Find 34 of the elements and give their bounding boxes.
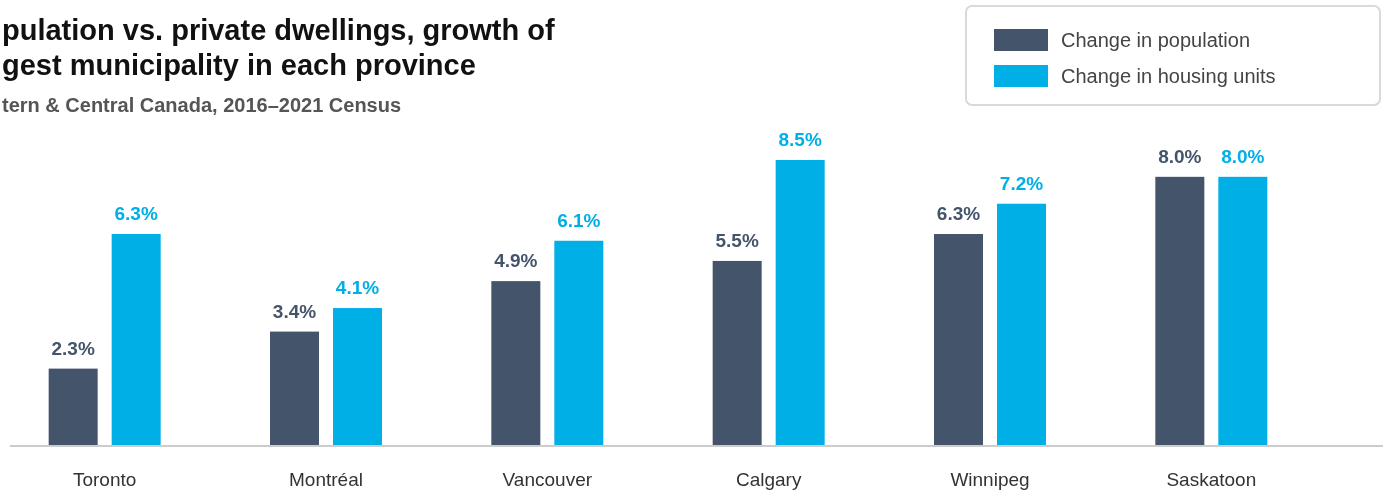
data-label: 4.9% bbox=[494, 250, 538, 272]
data-label: 5.5% bbox=[715, 229, 759, 251]
bar bbox=[554, 240, 604, 446]
data-label: 6.3% bbox=[936, 203, 981, 225]
bar bbox=[775, 160, 825, 446]
bar bbox=[1218, 176, 1268, 446]
x-tick-label: Saskatoon bbox=[1166, 469, 1257, 490]
bar bbox=[111, 234, 161, 446]
bar bbox=[48, 368, 98, 446]
bar bbox=[333, 308, 382, 446]
x-tick-label: Winnipeg bbox=[950, 469, 1030, 490]
data-label: 4.1% bbox=[335, 277, 380, 299]
data-label: 6.3% bbox=[114, 203, 158, 225]
bar bbox=[997, 203, 1046, 446]
data-label: 8.0% bbox=[1158, 145, 1202, 167]
bar bbox=[491, 281, 541, 446]
data-label: 8.0% bbox=[1221, 145, 1265, 167]
chart-subtitle: tern & Central Canada, 2016–2021 Census bbox=[2, 94, 402, 116]
data-label: 2.3% bbox=[51, 337, 95, 359]
chart-title: pulation vs. private dwellings, growth of gest municipality in each province bbox=[2, 14, 555, 81]
legend-label: Change in population bbox=[1061, 29, 1251, 51]
bar bbox=[934, 234, 983, 446]
data-label: 8.5% bbox=[778, 129, 822, 150]
data-label: 7.2% bbox=[999, 172, 1044, 194]
bar bbox=[1155, 176, 1205, 446]
data-label: 6.1% bbox=[557, 209, 601, 231]
legend-label: Change in housing units bbox=[1061, 65, 1276, 87]
bar bbox=[712, 260, 762, 446]
data-label: 3.4% bbox=[272, 300, 317, 322]
x-tick-label: Montréal bbox=[289, 469, 363, 490]
x-tick-label: Toronto bbox=[72, 469, 137, 490]
x-tick-label: Vancouver bbox=[502, 469, 593, 490]
bar bbox=[270, 331, 319, 446]
x-tick-label: Calgary bbox=[735, 469, 802, 490]
